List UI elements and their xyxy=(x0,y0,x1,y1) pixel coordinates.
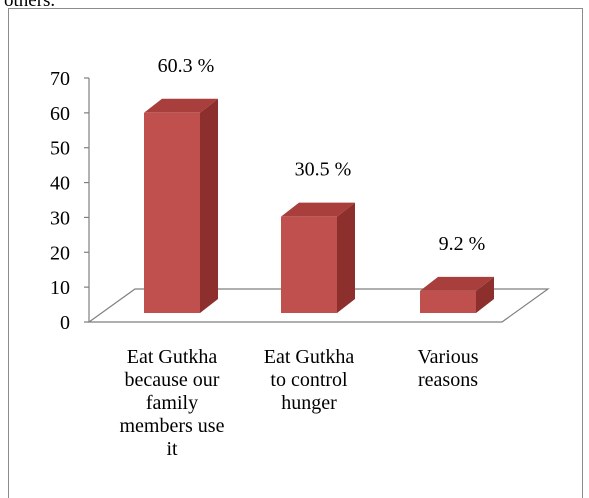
category-label-line: it xyxy=(166,438,178,460)
category-label-line: Eat Gutkha xyxy=(264,346,355,368)
bar-side xyxy=(337,202,355,313)
category-labels: Eat Gutkha because our family members use it… xyxy=(120,346,479,460)
category-label-line: family xyxy=(146,392,198,414)
bar-side xyxy=(476,276,494,313)
y-tick-label: 0 xyxy=(60,312,70,334)
bar-top xyxy=(420,276,494,291)
category-label-line: members use xyxy=(120,415,225,437)
bar-2 xyxy=(281,202,355,313)
y-tick-label: 60 xyxy=(50,103,70,125)
data-labels: 60.3 % 30.5 % 9.2 % xyxy=(158,55,486,255)
data-label: 30.5 % xyxy=(295,159,352,181)
page-text-fragment: others. xyxy=(4,0,56,11)
bar-top xyxy=(144,98,218,113)
y-tick-label: 70 xyxy=(50,68,70,90)
bar-front xyxy=(281,216,337,313)
bar-side xyxy=(200,98,218,313)
y-tick-label: 40 xyxy=(50,173,70,195)
bar-front xyxy=(420,290,476,313)
y-tick-label: 30 xyxy=(50,207,70,229)
bar-top xyxy=(281,202,355,217)
category-label-line: because our xyxy=(125,369,220,391)
bars xyxy=(144,98,494,313)
category-label: Eat Gutkha to control hunger xyxy=(264,346,355,414)
y-tick-label: 10 xyxy=(50,277,70,299)
category-label-line: to control xyxy=(270,369,348,391)
y-tick-label: 20 xyxy=(50,242,70,264)
data-label: 9.2 % xyxy=(439,233,486,255)
bar-1 xyxy=(144,98,218,313)
chart-frame xyxy=(8,8,583,498)
bar-3 xyxy=(420,276,494,313)
data-label: 60.3 % xyxy=(158,55,215,77)
y-tick-label: 50 xyxy=(50,138,70,160)
y-axis: 0 10 20 30 40 50 60 70 xyxy=(50,68,90,334)
bar-front xyxy=(144,112,200,313)
category-label-line: hunger xyxy=(281,392,337,414)
category-label-line: reasons xyxy=(418,369,478,391)
category-label: Various reasons xyxy=(417,346,478,391)
category-label-line: Eat Gutkha xyxy=(127,346,218,368)
category-label-line: Various xyxy=(417,346,478,368)
category-label: Eat Gutkha because our family members use it xyxy=(120,346,225,460)
